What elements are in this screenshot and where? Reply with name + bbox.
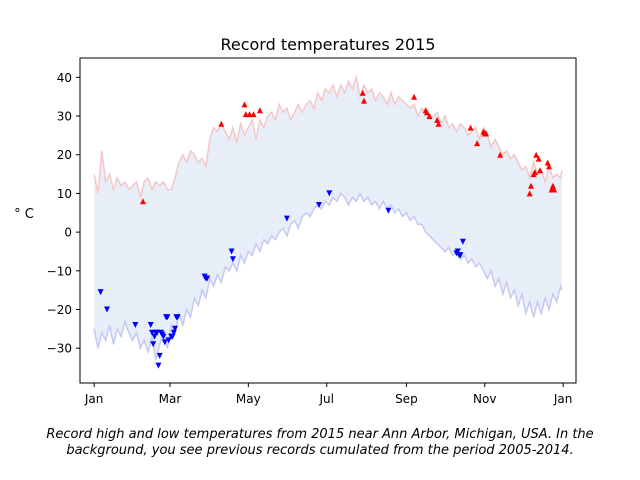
record-low-marker: [161, 339, 168, 346]
record-high-marker: [423, 109, 430, 116]
caption-line-2: background, you see previous records cum…: [66, 443, 574, 458]
record-low-marker: [229, 256, 236, 263]
y-tick-label: 40: [57, 71, 72, 85]
record-high-marker: [256, 107, 263, 114]
x-tick-label: May: [236, 392, 261, 406]
record-high-marker: [531, 169, 538, 176]
record-high-marker: [544, 159, 551, 166]
record-low-marker: [132, 322, 139, 328]
chart: Record temperatures 2015 ° C −30 −20 −10 0 1…: [14, 35, 577, 406]
y-tick-label: 20: [57, 148, 72, 162]
record-low-marker: [228, 248, 235, 255]
record-low-marker: [150, 341, 157, 348]
record-markers: [97, 89, 558, 369]
record-low-marker: [457, 252, 464, 259]
record-high-marker: [250, 111, 257, 118]
record-high-marker: [435, 120, 442, 127]
record-low-marker: [454, 248, 461, 255]
record-low-marker: [155, 362, 162, 369]
record-low-marker: [97, 289, 104, 296]
record-low-marker: [204, 275, 211, 282]
record-high-marker: [241, 101, 248, 108]
y-tick-label: −20: [47, 303, 72, 317]
x-tick-label: Jul: [318, 392, 333, 406]
record-low-marker: [385, 207, 392, 214]
plot-frame: [79, 57, 577, 384]
record-low-marker: [174, 314, 181, 321]
record-high-marker: [411, 93, 418, 100]
record-low-marker: [154, 329, 161, 336]
y-tick-label: −10: [47, 264, 72, 278]
x-tick-label: Jan: [553, 392, 573, 406]
band-fill: [94, 77, 562, 360]
y-tick-label: 0: [64, 226, 72, 240]
record-high-marker: [535, 155, 542, 162]
record-high-marker: [467, 124, 474, 131]
record-low-marker: [283, 215, 290, 222]
record-low-marker: [149, 329, 155, 336]
record-high-marker: [526, 190, 533, 197]
record-high-marker: [359, 89, 366, 96]
record-high-marker: [426, 113, 433, 119]
record-high-marker: [242, 111, 249, 118]
record-high-marker: [140, 198, 146, 205]
record-low-marker: [104, 306, 110, 313]
record-high-marker: [537, 167, 543, 174]
x-tick-label: Sep: [395, 392, 418, 406]
x-tick-label: Mar: [159, 392, 182, 406]
figure-caption: Record high and low temperatures from 20…: [0, 427, 640, 459]
background-records-band: [93, 74, 563, 360]
record-high-marker: [528, 182, 534, 189]
record-low-marker: [459, 238, 466, 245]
chart-title: Record temperatures 2015: [220, 35, 435, 54]
record-high-marker: [483, 130, 490, 137]
x-tick-label: Nov: [473, 392, 496, 406]
record-high-marker: [474, 140, 481, 147]
record-high-marker: [361, 97, 367, 104]
record-low-marker: [156, 352, 163, 359]
axes: −30 −20 −10 0 10 20 30 40 Jan Mar May Jul Sep Nov Jan: [47, 71, 573, 406]
record-high-marker: [533, 151, 540, 158]
record-high-marker: [551, 186, 558, 193]
record-low-marker: [164, 314, 171, 321]
caption-line-1: Record high and low temperatures from 20…: [46, 427, 594, 442]
record-low-marker: [316, 202, 322, 208]
y-tick-label: 10: [57, 187, 72, 201]
record-low-marker: [147, 322, 154, 328]
record-high-marker: [218, 120, 225, 127]
record-high-marker: [497, 151, 504, 158]
y-tick-label: 30: [57, 110, 72, 124]
previous-record-low-line: [93, 191, 563, 360]
record-low-marker: [160, 333, 167, 340]
record-high-marker: [246, 111, 253, 118]
record-low-marker: [326, 190, 333, 197]
y-tick-label: −30: [47, 342, 72, 356]
x-tick-label: Jan: [84, 392, 104, 406]
record-low-marker: [165, 337, 172, 344]
record-high-marker: [546, 163, 552, 170]
record-low-marker: [172, 325, 179, 332]
y-axis-label: ° C: [14, 207, 34, 222]
